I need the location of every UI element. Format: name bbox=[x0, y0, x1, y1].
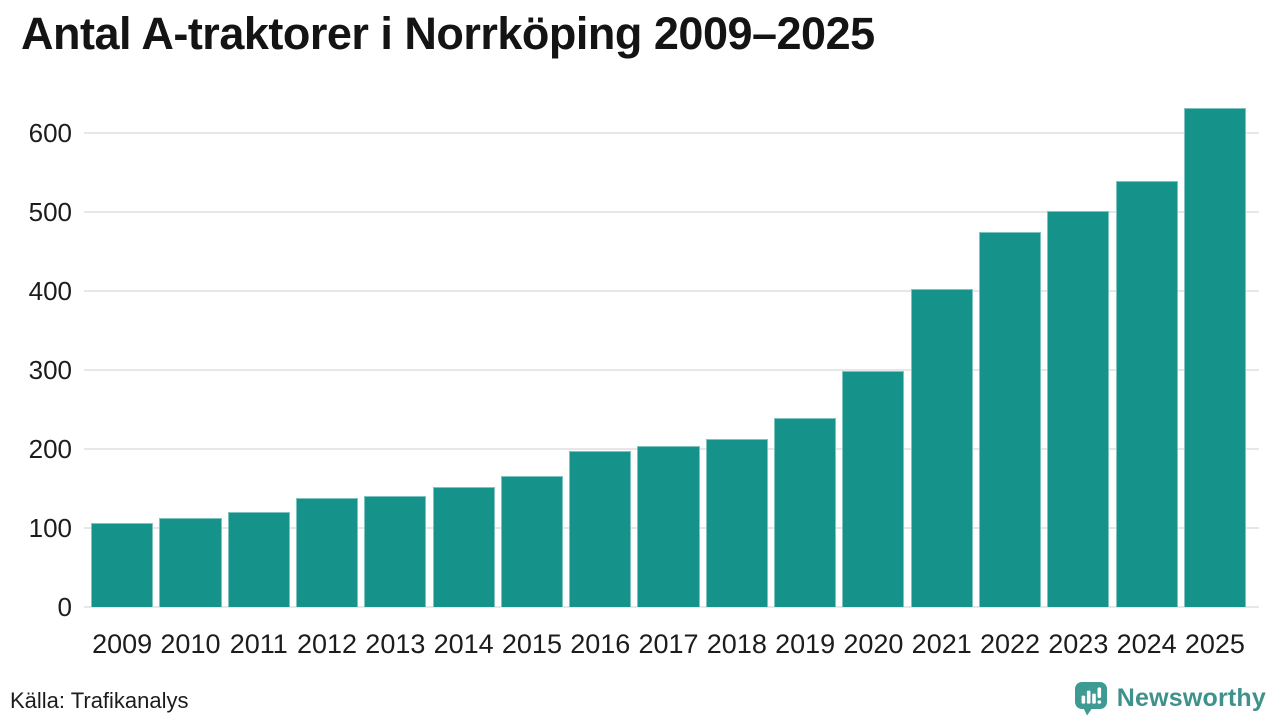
gridline-300 bbox=[84, 369, 1259, 371]
x-tick-label-2013: 2013 bbox=[365, 629, 426, 659]
bar-2011 bbox=[227, 512, 290, 607]
bar-slot-2016 bbox=[566, 85, 634, 607]
bar-slot-2009 bbox=[88, 85, 156, 607]
x-tick-label-2025: 2025 bbox=[1184, 629, 1245, 659]
bar-slot-2014 bbox=[429, 85, 497, 607]
bar-2018 bbox=[705, 439, 768, 607]
gridline-0 bbox=[84, 606, 1259, 608]
bar-slot-2011 bbox=[225, 85, 293, 607]
x-tick-label-2011: 2011 bbox=[229, 629, 288, 659]
bar-slot-2022 bbox=[976, 85, 1044, 607]
bar-2019 bbox=[774, 418, 837, 607]
bars-row bbox=[88, 85, 1249, 607]
bar-2012 bbox=[295, 498, 359, 607]
bar-2014 bbox=[432, 487, 495, 607]
bar-2013 bbox=[364, 496, 427, 607]
gridline-500 bbox=[84, 211, 1259, 213]
y-tick-label-500: 500 bbox=[28, 197, 72, 227]
bar-2015 bbox=[500, 476, 563, 607]
x-tick-label-2014: 2014 bbox=[433, 629, 494, 659]
bar-2020 bbox=[842, 371, 905, 607]
chart-title: Antal A-traktorer i Norrköping 2009–2025 bbox=[21, 8, 875, 59]
bar-slot-2021 bbox=[908, 85, 976, 607]
y-tick-label-600: 600 bbox=[28, 118, 72, 148]
bar-slot-2010 bbox=[156, 85, 224, 607]
gridline-400 bbox=[84, 290, 1259, 292]
bar-2025 bbox=[1183, 108, 1246, 607]
bar-slot-2024 bbox=[1112, 85, 1180, 607]
bar-2024 bbox=[1115, 181, 1178, 607]
bar-slot-2012 bbox=[293, 85, 361, 607]
bar-2009 bbox=[91, 523, 154, 607]
bar-slot-2020 bbox=[839, 85, 907, 607]
bar-slot-2025 bbox=[1181, 85, 1249, 607]
x-tick-label-2020: 2020 bbox=[843, 629, 904, 659]
x-axis: 2009 2010 2011 2012 2013 2014 2015 2016 2017 2018… bbox=[88, 629, 1249, 660]
bar-2010 bbox=[159, 518, 222, 607]
brand-name: Newsworthy bbox=[1116, 684, 1266, 712]
newsworthy-bubble-chart-icon bbox=[1074, 681, 1108, 716]
bar-slot-2017 bbox=[634, 85, 702, 607]
x-tick-label-2021: 2021 bbox=[911, 629, 972, 659]
bar-slot-2015 bbox=[498, 85, 566, 607]
x-tick-label-2012: 2012 bbox=[297, 629, 358, 659]
x-tick-label-2017: 2017 bbox=[638, 629, 699, 659]
x-tick-label-2015: 2015 bbox=[501, 629, 562, 659]
x-tick-label-2022: 2022 bbox=[979, 629, 1041, 659]
x-tick-label-2023: 2023 bbox=[1048, 629, 1109, 659]
y-tick-label-0: 0 bbox=[57, 592, 72, 622]
bar-slot-2019 bbox=[771, 85, 839, 607]
x-tick-label-2016: 2016 bbox=[570, 629, 631, 659]
bar-2022 bbox=[978, 232, 1042, 607]
x-tick-label-2010: 2010 bbox=[160, 629, 221, 659]
y-tick-label-300: 300 bbox=[28, 355, 72, 385]
y-tick-label-400: 400 bbox=[28, 276, 72, 306]
bar-2023 bbox=[1047, 211, 1110, 607]
gridline-600 bbox=[84, 132, 1259, 134]
x-tick-label-2019: 2019 bbox=[775, 629, 836, 659]
bar-slot-2018 bbox=[703, 85, 771, 607]
source-note: Källa: Trafikanalys bbox=[10, 688, 189, 713]
bar-2017 bbox=[637, 446, 700, 607]
x-tick-label-2009: 2009 bbox=[92, 629, 153, 659]
bar-slot-2013 bbox=[361, 85, 429, 607]
x-tick-label-2018: 2018 bbox=[706, 629, 767, 659]
bar-slot-2023 bbox=[1044, 85, 1112, 607]
y-tick-label-200: 200 bbox=[28, 434, 72, 464]
bar-2021 bbox=[910, 289, 973, 607]
x-tick-label-2024: 2024 bbox=[1116, 629, 1177, 659]
bar-2016 bbox=[569, 451, 632, 607]
newsworthy-logo: Newsworthy bbox=[1074, 681, 1266, 716]
y-tick-label-100: 100 bbox=[28, 513, 72, 543]
